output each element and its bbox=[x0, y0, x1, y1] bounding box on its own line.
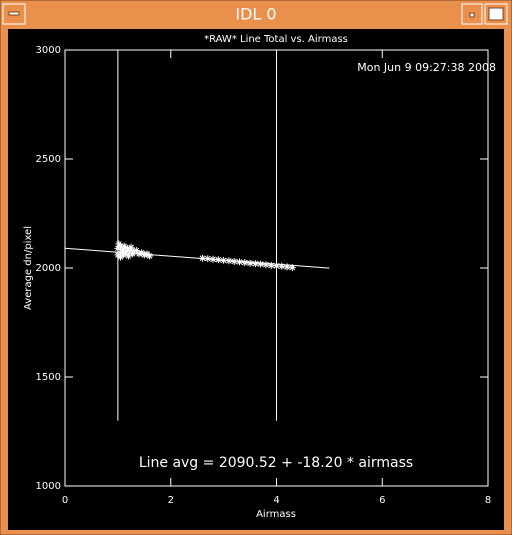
point bbox=[130, 248, 138, 256]
chart-title: *RAW* Line Total vs. Airmass bbox=[204, 34, 348, 45]
point bbox=[257, 260, 265, 268]
point bbox=[262, 261, 270, 269]
point bbox=[225, 257, 233, 265]
point bbox=[120, 242, 128, 250]
point bbox=[204, 255, 212, 263]
point bbox=[246, 259, 254, 267]
point bbox=[288, 264, 296, 272]
point bbox=[241, 259, 249, 267]
fit-annotation: Line avg = 2090.52 + -18.20 * airmass bbox=[139, 455, 413, 471]
x-tick-label: 0 bbox=[62, 495, 68, 506]
point bbox=[251, 260, 259, 268]
point bbox=[220, 256, 228, 264]
x-tick-label: 8 bbox=[485, 495, 491, 506]
window-title: IDL 0 bbox=[235, 5, 276, 24]
point bbox=[129, 250, 137, 258]
minimize-icon bbox=[469, 12, 475, 18]
point bbox=[127, 243, 135, 251]
point bbox=[118, 248, 126, 256]
x-tick-label: 6 bbox=[379, 495, 385, 506]
x-tick-label: 4 bbox=[273, 495, 279, 506]
point bbox=[117, 242, 125, 250]
point bbox=[273, 262, 280, 270]
point bbox=[119, 245, 127, 253]
point bbox=[230, 257, 238, 265]
point bbox=[140, 251, 148, 259]
point bbox=[267, 261, 275, 269]
maximize-icon bbox=[488, 7, 504, 21]
point bbox=[209, 255, 217, 263]
point bbox=[214, 256, 222, 264]
point bbox=[283, 263, 291, 271]
plot-canvas bbox=[8, 29, 504, 530]
point bbox=[146, 252, 154, 260]
y-axis-label: Average dn/pixel bbox=[23, 226, 34, 310]
date-stamp: Mon Jun 9 09:27:38 2008 bbox=[357, 61, 496, 74]
point bbox=[126, 247, 134, 255]
y-tick-label: 2000 bbox=[36, 263, 61, 274]
point bbox=[124, 252, 132, 260]
point bbox=[278, 262, 286, 270]
y-tick-label: 3000 bbox=[36, 45, 61, 56]
point bbox=[132, 247, 140, 255]
point bbox=[135, 250, 143, 258]
point bbox=[122, 249, 130, 257]
x-tick-label: 2 bbox=[168, 495, 174, 506]
y-tick-label: 1500 bbox=[36, 372, 61, 383]
point bbox=[235, 258, 243, 266]
x-axis-label: Airmass bbox=[256, 509, 296, 520]
point bbox=[198, 254, 206, 262]
menu-icon bbox=[8, 11, 20, 16]
y-tick-label: 2500 bbox=[36, 154, 61, 165]
y-tick-label: 1000 bbox=[36, 481, 61, 492]
